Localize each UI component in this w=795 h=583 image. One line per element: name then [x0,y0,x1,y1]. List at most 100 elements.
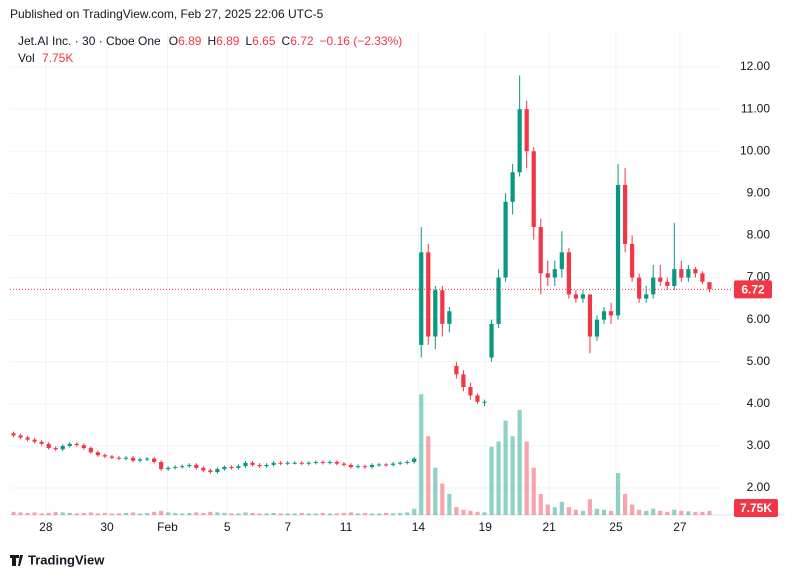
volume-bar [25,512,30,515]
y-tick-label: 10.00 [740,143,770,157]
candle-body [327,461,332,463]
volume-bar [144,512,150,515]
y-tick-label: 5.00 [747,354,771,368]
logo-icon [10,555,23,566]
candle-body [573,294,578,299]
candle-body [215,469,220,473]
candle-body [334,461,339,464]
volume-bar [707,510,712,515]
volume-bar [700,511,705,515]
candle-body [137,459,143,461]
volume-bar [173,512,178,515]
candle-body [173,467,178,469]
candle-body [306,462,311,464]
volume-bar [271,512,276,515]
volume-bar [693,511,698,515]
volume-bar [32,512,37,515]
volume-bar [482,512,487,515]
candle-body [405,461,410,463]
last-volume-label: 7.75K [740,501,772,515]
candle-body [517,109,522,173]
candle-body [32,439,37,442]
candle-body [510,172,515,202]
candle-body [369,464,375,468]
candle-body [426,252,431,337]
legend-text: C [282,34,291,48]
volume-bar [496,441,501,515]
candle-body [503,201,508,278]
candle-body [166,467,171,470]
last-price-label: 6.72 [741,283,765,297]
candle-body [320,461,325,463]
y-tick-label: 3.00 [747,438,771,452]
candle-body [348,464,354,468]
candle-body [707,282,712,290]
x-tick-label: Feb [157,520,178,534]
volume-bar [426,436,431,515]
candle-body [222,467,227,470]
volume-bar [475,511,480,515]
last-price-box [734,280,772,299]
volume-bar [355,513,361,515]
x-tick-label: 14 [412,520,426,534]
volume-bar [630,504,635,515]
candle-body [208,470,213,473]
candle-body [679,269,684,278]
volume-bar [60,512,65,515]
candle-body [580,294,586,299]
candle-body [88,448,93,453]
volume-bar [313,513,318,515]
volume-bar [74,513,79,515]
x-tick-label: 7 [284,520,291,534]
x-tick-label: 5 [224,520,231,534]
volume-bar [215,512,220,515]
candle-body [144,458,150,460]
volume-bar [658,510,663,515]
candle-body [25,437,30,440]
volume-bar [341,512,347,515]
volume-bar [665,511,670,515]
volume-bar [67,512,72,515]
legend-text: Jet.AI Inc. · 30 · Cboe One [18,34,161,48]
volume-bar [130,512,136,515]
volume-bar [545,504,550,515]
candle-body [313,461,318,463]
candle-body [482,401,487,403]
volume-bar [11,511,16,515]
volume-bar [489,446,494,515]
volume-legend-value: 7.75K [42,51,73,65]
candle-body [109,456,115,458]
x-tick-label: 27 [673,520,687,534]
candle-body [123,457,129,459]
candle-body [412,458,417,462]
volume-bar [278,513,283,515]
candle-body [686,269,691,278]
volume-bar [608,510,614,515]
volume-bar [88,512,93,515]
volume-bar [194,512,199,515]
candle-body [102,455,108,457]
candle-body [672,269,677,286]
candle-body [552,269,557,278]
volume-bar [538,494,543,515]
candle-body [419,252,424,345]
volume-bar [580,510,586,515]
volume-bar [201,512,206,515]
y-tick-label: 4.00 [747,396,771,410]
volume-legend-label: Vol [18,51,35,65]
volume-bar [257,513,262,515]
candle-body [622,184,628,244]
volume-bar [306,513,311,515]
candle-body [454,365,459,375]
volume-bar [39,513,44,515]
candle-body [243,462,248,467]
candle-body [559,252,564,270]
volume-bar [250,512,255,515]
volume-bar [187,512,192,515]
candle-body [440,290,445,324]
legend-text: H [207,34,216,48]
candle-body [693,269,698,274]
volume-bar [166,512,171,515]
candle-body [376,464,382,466]
volume-bar [243,512,248,515]
